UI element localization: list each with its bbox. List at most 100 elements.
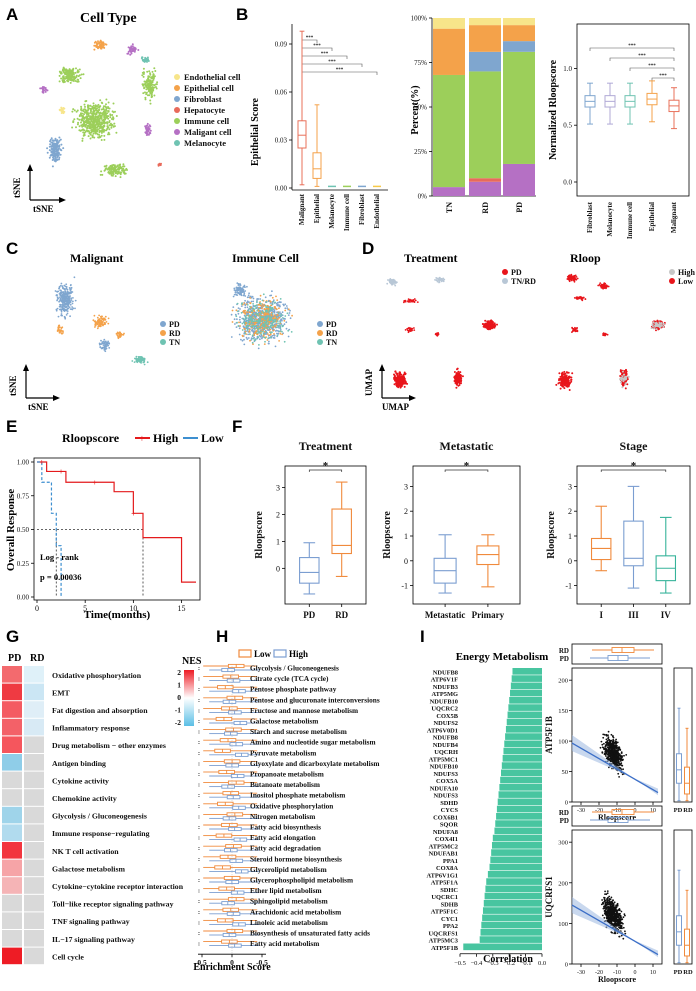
heatmap-cell-rd — [24, 683, 44, 701]
correlation-bar — [487, 871, 542, 878]
low-box — [203, 716, 258, 722]
x-category-label: Malignant — [298, 193, 306, 225]
x-category-label: Immune cell — [626, 202, 634, 239]
heatmap-row-label: Antigen binding — [52, 759, 106, 768]
pathway-label: Pyruvate metabolism — [250, 748, 316, 757]
y-tick-label: 2 — [404, 507, 408, 516]
boxplot-frame — [284, 465, 367, 605]
tn-points — [131, 355, 149, 366]
enrichment-row: Butanoate metabolism: — [198, 780, 320, 789]
km-ticks: 0.00 0.25 0.50 0.75 1.00 0 5 10 15 — [17, 459, 186, 614]
rloop-x-labels: Fibroblast Melanocyte Immune cell Epithelia… — [586, 201, 678, 239]
x-tick-label: -0.5 — [256, 958, 268, 967]
x-category-label: Immune cell — [343, 194, 351, 231]
high-box — [209, 742, 259, 747]
low-box — [203, 759, 258, 764]
x-tick-label: 0.0 — [538, 960, 546, 967]
heatmap-cell-rd — [24, 666, 44, 683]
y-tick-label: 50% — [414, 104, 427, 112]
high-box — [209, 869, 259, 874]
pathway-label: Biosynthesis of unsaturated fatty acids — [250, 929, 370, 938]
gene-label: UQCRC2 — [431, 706, 458, 713]
heatmap-row: Glycolysis / Gluconeogenesis — [2, 806, 147, 824]
censor-mark: + — [40, 458, 45, 467]
row-marker: : — [198, 942, 200, 948]
heatmap-row: Toll−like receptor signaling pathway — [2, 894, 174, 912]
y-tick-label: 3 — [568, 482, 572, 491]
pathway-label: Pentose phosphate pathway — [250, 685, 337, 694]
y-tick-label: 1 — [568, 532, 572, 541]
correlation-bar — [491, 849, 542, 856]
heatmap-cell-pd — [2, 930, 22, 947]
heatmap-cell-rd — [24, 718, 44, 736]
high-box — [209, 763, 259, 768]
high-box — [209, 720, 259, 726]
boxplot-ylabel: Rloopscore — [546, 511, 557, 559]
enrichment-row: Fatty acid biosynthesis: — [198, 823, 321, 832]
low-box — [203, 844, 258, 849]
correlation-bar — [492, 834, 542, 842]
panel-b: B Epithelial Score 0.000.030.060.09 ****… — [236, 5, 690, 239]
row-marker: : — [198, 899, 200, 905]
colorbar-tick: 2 — [177, 668, 181, 677]
low-box — [203, 907, 258, 912]
boxplot-ylabel: Rloopscore — [254, 511, 265, 559]
gene-label: SQOR — [440, 822, 458, 829]
rloopscore-box — [590, 505, 612, 572]
box-label: PD — [560, 655, 569, 663]
y-tick-label: -1 — [565, 582, 572, 591]
heatmap-cell-rd — [24, 806, 44, 824]
low-box — [203, 875, 258, 881]
pd-points — [393, 370, 409, 389]
low-points — [602, 332, 609, 337]
y-tick-label: 2 — [276, 510, 280, 519]
high-points — [650, 321, 665, 331]
high-points — [619, 370, 630, 389]
low-box — [203, 663, 258, 669]
rloopscore-box — [299, 542, 320, 595]
x-tick-label: -20 — [595, 808, 603, 814]
stacked-segment — [503, 163, 535, 196]
gene-label: ATP5F1B — [431, 945, 459, 952]
km-ylabel: Overall Response — [5, 489, 17, 571]
heatmap-row-label: Glycolysis / Gluconeogenesis — [52, 812, 147, 821]
low-box — [203, 865, 258, 870]
gene-label: PPA1 — [443, 858, 458, 865]
enrichment-row: Galactose metabolism: — [198, 717, 318, 726]
heatmap-cell-pd — [2, 877, 22, 894]
x-tick-label: −0.5 — [454, 960, 466, 967]
enrichment-row: Glycolysis / Gluconeogenesis: — [198, 664, 339, 673]
legend-label: Melanocyte — [184, 138, 226, 148]
pathway-label: Propanoate metabolism — [250, 770, 324, 779]
y-tick-label: 0.5 — [563, 122, 572, 130]
correlation-bar — [490, 856, 542, 864]
heatmap-cell-pd — [2, 789, 22, 806]
heatmap-col-pd: PD — [8, 653, 21, 664]
legend-label: PD — [326, 320, 337, 329]
correlation-bar — [499, 784, 542, 791]
stacked-segment — [503, 18, 535, 26]
correlation-bar — [496, 813, 542, 820]
correlation-bar — [502, 755, 542, 762]
side-box-label: RD — [683, 807, 693, 814]
correlation-bar — [509, 697, 542, 704]
pathway-label: Glycerophospholipid metabolism — [250, 876, 353, 885]
row-marker: : — [198, 867, 200, 873]
treatment-boxplot: Treatment Rloopscore 0 1 2 3 PD RD * — [254, 439, 367, 620]
epithelial-significance-brackets: *************** — [301, 36, 378, 75]
y-tick-label: 0.06 — [275, 89, 288, 97]
enrichment-row: Pentose phosphate pathway: — [198, 685, 337, 694]
row-marker: : — [198, 677, 200, 683]
colorbar-tick: -1 — [175, 706, 181, 715]
heatmap-col-rd: RD — [30, 653, 44, 664]
panel-a-xaxis-label: tSNE — [33, 204, 54, 214]
y-tick-label: 0.0 — [563, 179, 572, 187]
d-yaxis-label: UMAP — [364, 369, 374, 396]
tnrd-points — [434, 276, 446, 284]
top-box-frame — [571, 805, 663, 827]
pd-points — [404, 326, 416, 334]
low-box — [203, 918, 258, 923]
row-marker: : — [198, 793, 200, 799]
